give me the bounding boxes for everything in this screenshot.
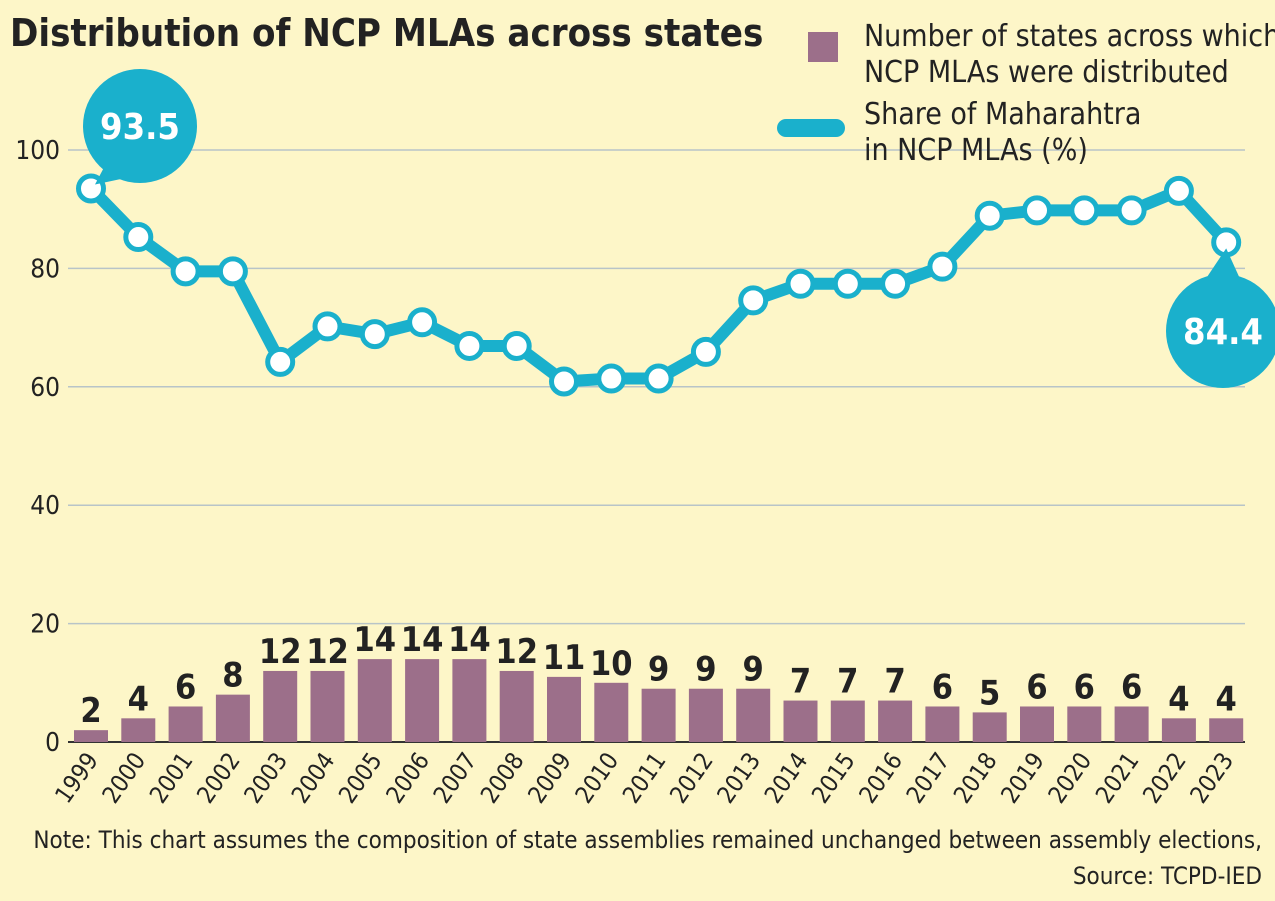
bar-2010 (594, 682, 629, 742)
bar-label-2019: 6 (1026, 667, 1047, 707)
line-point-2021 (1116, 195, 1147, 226)
bar-label-2003: 12 (259, 632, 302, 672)
bar-2009 (547, 676, 581, 742)
bar-label-2023: 4 (1216, 679, 1237, 719)
bar-label-2011: 9 (648, 650, 669, 690)
legend: Number of states across which NCP MLAs w… (777, 19, 1275, 168)
bar-2012 (688, 688, 723, 742)
bar-2011 (641, 688, 676, 742)
line-point-2001 (170, 256, 201, 287)
legend-line-label-line1: Share of Maharahtra (864, 97, 1141, 132)
bar-2001 (168, 706, 203, 742)
line-point-2005 (359, 319, 390, 350)
bar-2022 (1161, 718, 1196, 742)
bar-label-2002: 8 (222, 656, 243, 696)
bar-label-2022: 4 (1168, 679, 1189, 719)
line-point-2017 (927, 251, 958, 282)
line-point-2013 (738, 285, 769, 316)
y-tick-label-100: 100 (15, 136, 60, 166)
line-point-2022 (1163, 175, 1194, 206)
bar-2006 (405, 659, 440, 742)
bar-2014 (783, 700, 818, 742)
bar-label-2013: 9 (743, 650, 764, 690)
bar-2007 (452, 659, 487, 742)
line-point-2008 (501, 330, 532, 361)
bar-label-1999: 2 (80, 691, 101, 731)
bar-label-2020: 6 (1074, 667, 1095, 707)
line-point-2006 (407, 307, 438, 338)
bar-label-2005: 14 (354, 620, 397, 660)
bar-label-2014: 7 (790, 662, 811, 702)
line-point-2009 (549, 366, 579, 397)
legend-line-label-line2: in NCP MLAs (%) (864, 133, 1088, 168)
bar-2008 (499, 670, 534, 742)
line-point-2020 (1069, 195, 1100, 226)
bar-label-2012: 9 (695, 650, 716, 690)
chart-note: Note: This chart assumes the composition… (33, 826, 1262, 854)
bar-label-2007: 14 (448, 620, 491, 660)
bar-label-2000: 4 (128, 679, 149, 719)
bar-2002 (215, 694, 250, 742)
legend-bar-swatch (808, 32, 838, 62)
callout-end-bubble (1166, 274, 1275, 388)
bar-label-2008: 12 (495, 632, 538, 672)
bar-value-labels: 2 4 6 812 12 14 14 14 12 11 10 9 9 9 7 7 7 6 5 6 6 6 4 4 (80, 620, 1236, 731)
bar-label-2004: 12 (306, 632, 349, 672)
bar-label-2001: 6 (175, 667, 196, 707)
line-point-2003 (265, 346, 296, 377)
y-tick-label-80: 80 (30, 254, 60, 284)
legend-bar-label-line1: Number of states across which (864, 19, 1275, 54)
y-tick-label-40: 40 (30, 491, 60, 521)
line-point-2010 (596, 363, 627, 394)
bar-2004 (310, 670, 345, 742)
chart-source: Source: TCPD-IED (1073, 862, 1262, 890)
bar-2005 (357, 659, 392, 742)
line-point-2012 (690, 336, 721, 367)
bar-label-2009: 11 (543, 638, 586, 678)
legend-bar-label-line2: NCP MLAs were distributed (864, 55, 1229, 90)
bar-label-2018: 5 (979, 673, 1000, 713)
bar-1999 (74, 730, 108, 742)
y-axis-ticks: 0 20 40 60 80 100 (15, 136, 60, 758)
y-tick-label-20: 20 (30, 610, 60, 640)
callouts: 93.5 84.4 (83, 69, 1275, 388)
line-point-2018 (974, 200, 1005, 231)
y-tick-label-0: 0 (45, 728, 60, 758)
callout-end-label: 84.4 (1183, 312, 1263, 353)
bar-2013 (736, 688, 771, 742)
line-point-2000 (123, 222, 154, 253)
bar-2018 (972, 712, 1007, 742)
bar-label-2021: 6 (1121, 667, 1142, 707)
bar-label-2010: 10 (590, 644, 633, 684)
y-tick-label-60: 60 (30, 373, 60, 403)
callout-start-bubble (83, 69, 197, 183)
bar-label-2006: 14 (401, 620, 444, 660)
callout-start-label: 93.5 (100, 107, 180, 148)
line-point-2011 (643, 363, 674, 394)
bar-label-2015: 7 (837, 662, 858, 702)
chart-title: Distribution of NCP MLAs across states (10, 11, 763, 55)
bar-label-2017: 6 (932, 667, 953, 707)
bar-label-2016: 7 (884, 662, 905, 702)
bar-2021 (1114, 706, 1149, 742)
line-point-2002 (217, 256, 248, 287)
line-point-2014 (785, 268, 816, 299)
line-point-2016 (880, 268, 911, 299)
bar-2023 (1209, 718, 1244, 742)
line-point-2004 (312, 311, 343, 342)
bar-2003 (263, 670, 298, 742)
bar-2019 (1020, 706, 1054, 742)
line-point-2019 (1022, 195, 1052, 226)
bar-2000 (121, 718, 156, 742)
bar-2020 (1067, 706, 1102, 742)
line-series (76, 173, 1242, 397)
line-point-2015 (832, 268, 863, 299)
line-point-2007 (454, 330, 485, 361)
bar-series (74, 659, 1244, 742)
bar-2017 (925, 706, 960, 742)
bar-2015 (830, 700, 865, 742)
bar-2016 (878, 700, 913, 742)
